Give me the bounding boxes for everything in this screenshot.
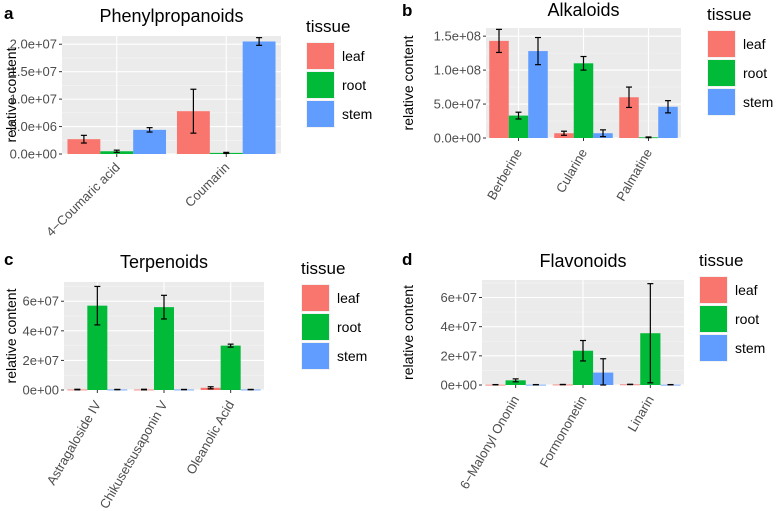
y-tick-label: 2e+07	[22, 353, 59, 368]
legend-swatch-leaf	[307, 43, 334, 69]
legend-title: tissue	[301, 259, 345, 278]
y-tick-label: 1.0e+08	[434, 63, 481, 78]
legend-label-root: root	[342, 77, 366, 93]
x-tick-label: 6−Malonyl Ononin	[457, 393, 523, 492]
legend-title: tissue	[707, 5, 751, 24]
x-tick-label: Formononetin	[536, 393, 589, 470]
bar-leaf	[67, 139, 101, 154]
x-tick-label: Astragaloside IV	[44, 398, 104, 488]
bar-leaf	[489, 40, 509, 139]
legend-swatch-root	[708, 60, 735, 86]
y-tick-label: 2e+07	[440, 348, 477, 363]
legend-label-stem: stem	[735, 340, 765, 356]
legend-label-root: root	[735, 311, 759, 327]
y-axis-label: relative content	[3, 47, 19, 142]
x-tick-label: Oleanolic Acid	[183, 398, 237, 477]
legend-swatch-stem	[708, 89, 735, 115]
bar-root	[573, 63, 594, 139]
bar-leaf	[619, 97, 639, 138]
y-tick-label: 0e+00	[22, 383, 59, 398]
legend-label-leaf: leaf	[337, 290, 360, 306]
bar-root	[505, 380, 526, 385]
y-axis-label: relative content	[400, 35, 416, 130]
bar-root	[220, 345, 241, 390]
y-tick-label: 5.0e+06	[10, 119, 57, 134]
chart-title: Alkaloids	[547, 0, 619, 20]
panel-letter: a	[4, 4, 14, 23]
legend-swatch-root	[307, 72, 334, 98]
legend-swatch-stem	[307, 101, 334, 127]
chart-title: Phenylpropanoids	[99, 6, 243, 26]
x-tick-label: Berberine	[484, 146, 525, 202]
y-tick-label: 0e+00	[440, 378, 477, 393]
x-tick-label: Chikusetsusaponin V	[97, 398, 171, 511]
bar-stem	[658, 106, 678, 138]
y-tick-label: 0.0e+00	[10, 147, 57, 162]
legend-swatch-stem	[302, 343, 329, 369]
bar-stem	[242, 41, 276, 154]
y-axis-label: relative content	[3, 288, 19, 383]
y-tick-label: 1.0e+07	[10, 92, 57, 107]
x-tick-label: Linarin	[624, 393, 657, 434]
y-axis-label: relative content	[400, 285, 416, 380]
bar-stem	[528, 51, 548, 138]
legend-label-leaf: leaf	[342, 48, 365, 64]
panel-letter: d	[402, 250, 412, 269]
legend-label-stem: stem	[743, 94, 773, 110]
legend-label-leaf: leaf	[743, 36, 766, 52]
bar-root	[508, 115, 529, 138]
x-tick-label: 4−Coumaric acid	[43, 160, 123, 240]
legend-label-leaf: leaf	[735, 282, 758, 298]
y-tick-label: 6e+07	[22, 294, 59, 309]
bar-root	[87, 305, 108, 390]
y-tick-label: 5.0e+07	[434, 97, 481, 112]
legend-swatch-leaf	[708, 31, 735, 57]
y-tick-label: 6e+07	[440, 290, 477, 305]
bar-stem	[133, 129, 167, 154]
y-tick-label: 1.5e+08	[434, 29, 481, 44]
legend-swatch-stem	[700, 335, 727, 361]
x-tick-label: Palmatine	[613, 146, 655, 204]
bar-root	[154, 307, 174, 390]
legend-swatch-leaf	[700, 277, 727, 303]
legend-swatch-leaf	[302, 285, 329, 311]
y-tick-label: 2.0e+07	[10, 37, 57, 52]
x-tick-label: Coumarin	[182, 160, 232, 210]
y-tick-label: 0.0e+00	[434, 131, 481, 146]
legend-label-root: root	[743, 65, 767, 81]
legend-title: tissue	[306, 17, 350, 36]
legend-swatch-root	[700, 306, 727, 332]
legend-swatch-root	[302, 314, 329, 340]
x-tick-label: Cularine	[553, 146, 590, 195]
bar-root	[572, 350, 594, 385]
panel-letter: b	[402, 1, 412, 20]
legend-title: tissue	[699, 251, 743, 270]
chart-title: Terpenoids	[120, 252, 208, 272]
y-tick-label: 4e+07	[22, 323, 59, 338]
chart-title: Flavonoids	[539, 251, 626, 271]
legend-label-root: root	[337, 319, 361, 335]
y-tick-label: 4e+07	[440, 319, 477, 334]
legend-label-stem: stem	[342, 106, 372, 122]
legend-label-stem: stem	[337, 348, 367, 364]
y-tick-label: 1.5e+07	[10, 64, 57, 79]
panel-letter: c	[4, 250, 13, 269]
